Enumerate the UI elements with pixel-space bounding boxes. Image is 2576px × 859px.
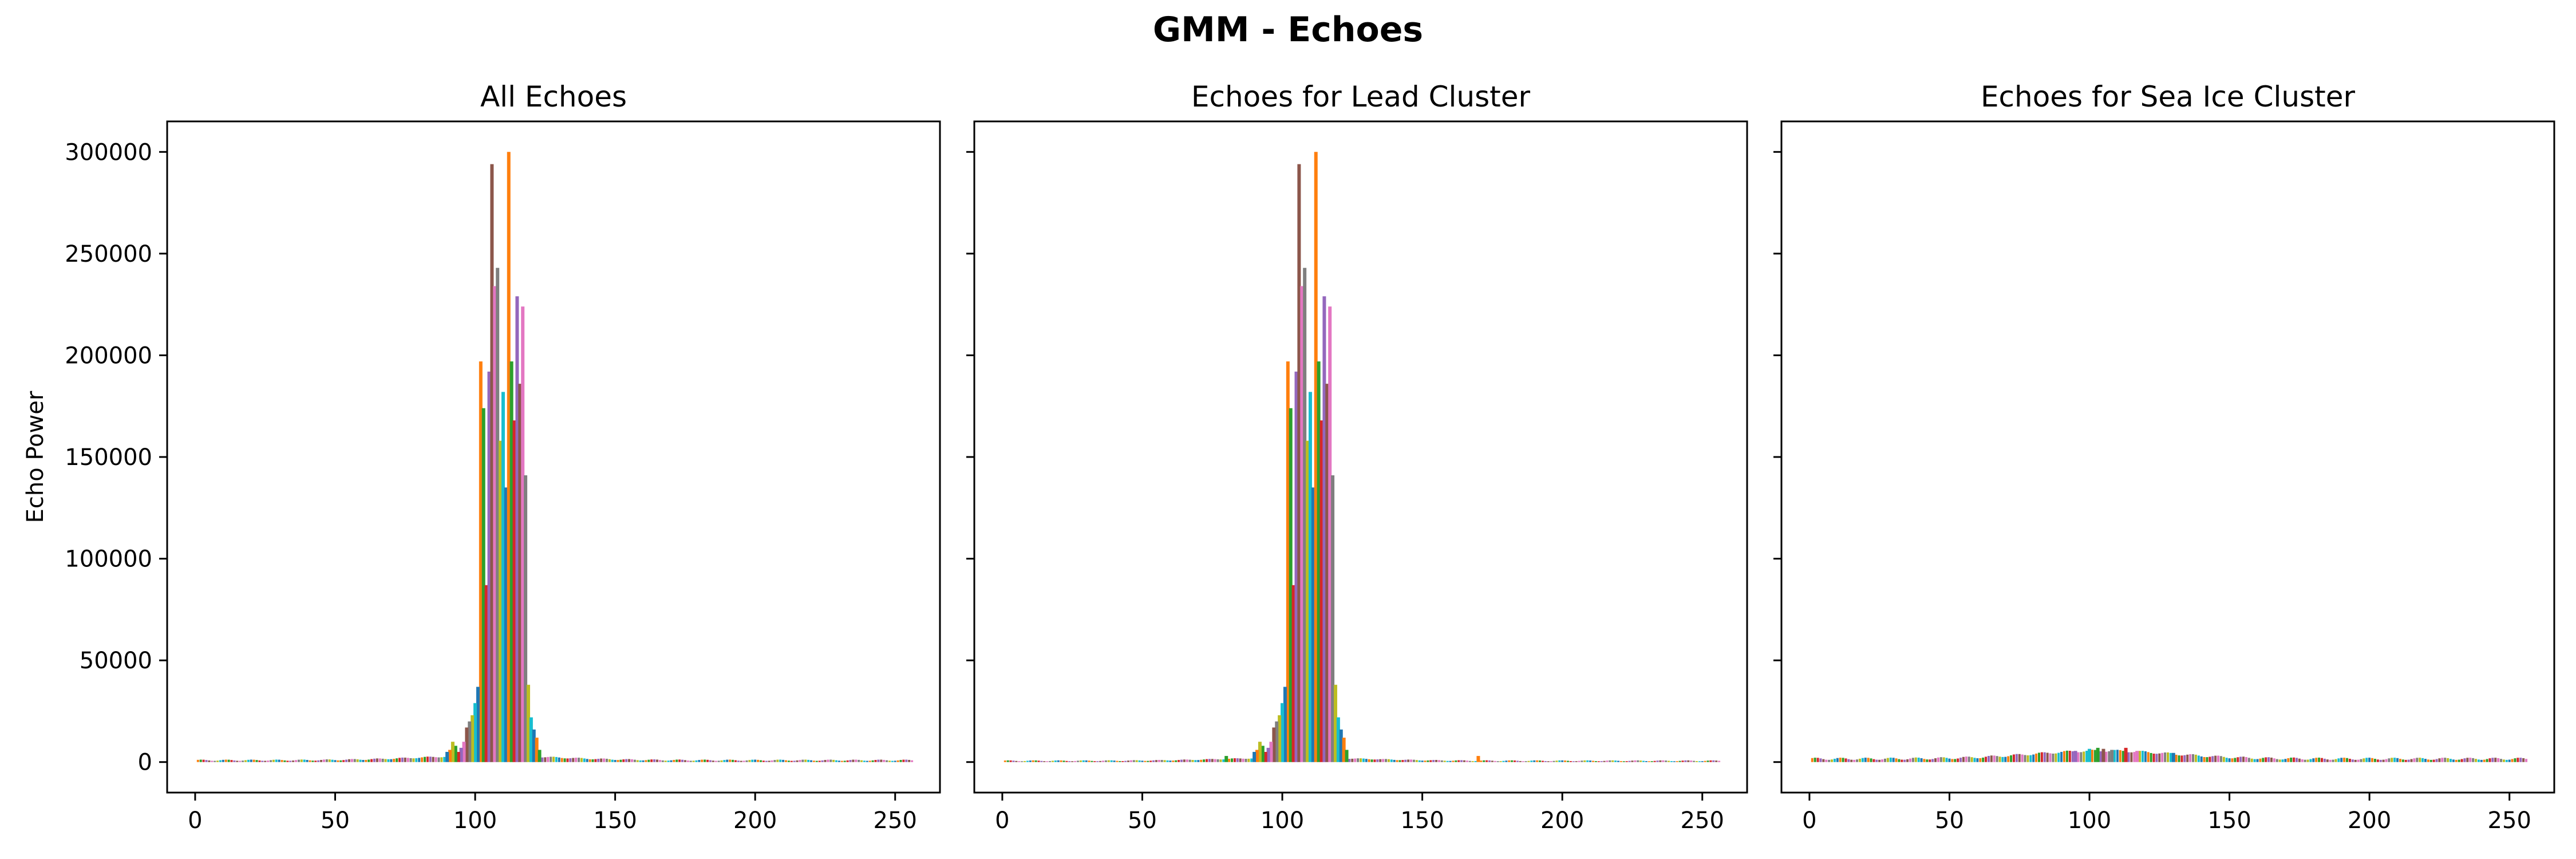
- x-tick-label: 100: [2068, 807, 2111, 834]
- y-axis-label: Echo Power: [22, 391, 49, 523]
- panel-title: All Echoes: [480, 80, 627, 113]
- panel-title: Echoes for Sea Ice Cluster: [1981, 80, 2356, 113]
- panels-group: All Echoes 0 50 100 150 200 250 0 50000 100000 150…: [22, 80, 2555, 834]
- x-tick-label: 50: [1935, 807, 1964, 834]
- x-tick-label: 0: [995, 807, 1009, 834]
- x-tick-label: 250: [2488, 807, 2531, 834]
- echo-peak-series: [2073, 747, 2175, 762]
- echo-baseline-series: [196, 756, 914, 762]
- chart-panel-1: All Echoes 0 50 100 150 200 250 0 50000 100000 150…: [22, 80, 941, 834]
- x-tick-label: 0: [1802, 807, 1816, 834]
- y-tick-label: 300000: [65, 139, 152, 166]
- x-tick-label: 200: [733, 807, 777, 834]
- chart-panel-3: Echoes for Sea Ice Cluster 0 50 100 150 200 25…: [1773, 80, 2555, 834]
- x-tick-label: 200: [1540, 807, 1584, 834]
- x-tick-label: 200: [2348, 807, 2391, 834]
- x-tick-label: 100: [453, 807, 497, 834]
- echo-peak-series: [1224, 152, 1480, 762]
- y-tick-label: 150000: [65, 444, 152, 471]
- x-tick-label: 250: [1681, 807, 1724, 834]
- panel-title: Echoes for Lead Cluster: [1191, 80, 1531, 113]
- y-tick-label: 0: [138, 750, 152, 776]
- y-tick-label: 200000: [65, 342, 152, 369]
- x-tick-label: 250: [874, 807, 917, 834]
- y-tick-label: 100000: [65, 546, 152, 573]
- echo-baseline-series: [1811, 750, 2528, 762]
- x-tick-label: 50: [321, 807, 350, 834]
- figure-suptitle: GMM - Echoes: [1153, 10, 1423, 50]
- echo-baseline-series: [1003, 758, 1721, 762]
- x-tick-label: 150: [2207, 807, 2251, 834]
- y-tick-label: 250000: [65, 241, 152, 267]
- chart-panel-2: Echoes for Lead Cluster 0 50 100 150 200 250: [966, 80, 1748, 834]
- x-tick-label: 150: [593, 807, 637, 834]
- echo-peak-series: [445, 152, 542, 762]
- y-tick-label: 50000: [80, 648, 152, 674]
- x-tick-label: 100: [1261, 807, 1304, 834]
- x-tick-label: 50: [1128, 807, 1157, 834]
- x-tick-label: 150: [1400, 807, 1444, 834]
- x-tick-label: 0: [188, 807, 202, 834]
